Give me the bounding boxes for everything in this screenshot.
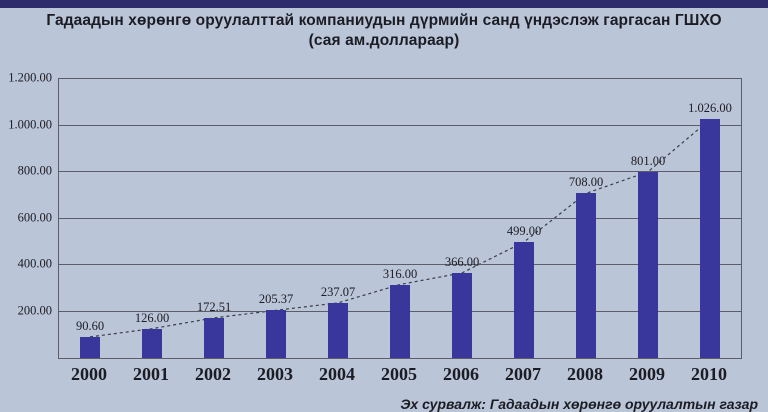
x-tick-label: 2002 bbox=[195, 364, 231, 384]
bar-2003 bbox=[266, 310, 286, 358]
bar-value-label: 126.00 bbox=[134, 310, 170, 325]
bar-value-label: 499.00 bbox=[506, 223, 542, 238]
gridline bbox=[59, 124, 741, 126]
plot-area: 90.60 126.00 172.51 205.37 237.07 316.00 366.0… bbox=[58, 78, 742, 359]
chart-title: Гадаадын хөрөнгө оруулалттай компаниудын… bbox=[0, 11, 768, 51]
y-tick-label: 800.00 bbox=[17, 163, 52, 178]
bar-2007 bbox=[514, 241, 534, 358]
bar-value-label: 237.07 bbox=[320, 284, 356, 299]
gridline bbox=[59, 264, 741, 265]
x-tick-label: 2007 bbox=[505, 364, 541, 384]
source-caption: Эх сурвалж: Гадаадын хөрөнгө оруулалтын … bbox=[400, 396, 758, 412]
bar-value-label: 316.00 bbox=[382, 266, 418, 281]
x-tick-label: 2000 bbox=[71, 364, 107, 384]
gridline bbox=[59, 171, 741, 172]
y-tick-label: 200.00 bbox=[17, 303, 52, 317]
bar-value-label: 366.00 bbox=[444, 254, 480, 269]
y-tick-label: 1.000.00 bbox=[8, 117, 52, 131]
y-axis-labels: 200.00 400.00 600.00 800.00 1.000.00 1.200.00 bbox=[0, 71, 52, 357]
bar-2010 bbox=[700, 119, 720, 358]
bar-2008 bbox=[576, 193, 596, 358]
bar-2000 bbox=[80, 336, 100, 358]
bar-value-label: 708.00 bbox=[568, 175, 604, 190]
bar-2004 bbox=[328, 302, 348, 358]
bar-2009 bbox=[638, 171, 658, 358]
y-tick-label: 1.200.00 bbox=[8, 70, 52, 85]
x-tick-label: 2004 bbox=[319, 364, 355, 384]
x-tick-label: 2001 bbox=[133, 364, 169, 384]
x-tick-label: 2008 bbox=[567, 364, 603, 384]
y-tick-label: 400.00 bbox=[17, 256, 52, 271]
x-tick-label: 2010 bbox=[691, 364, 727, 384]
top-border-bar bbox=[0, 0, 768, 8]
chart-title-line1: Гадаадын хөрөнгө оруулалттай компаниудын… bbox=[46, 12, 722, 29]
bar-2005 bbox=[390, 284, 410, 358]
x-tick-label: 2009 bbox=[629, 364, 665, 384]
bar-value-label: 1.026.00 bbox=[688, 101, 732, 116]
x-axis-labels: 2000 2001 2002 2003 2004 2005 2006 2007 2008 2009… bbox=[58, 364, 740, 388]
gridline bbox=[59, 217, 741, 219]
x-tick-label: 2005 bbox=[381, 364, 417, 384]
bar-value-label: 205.37 bbox=[258, 292, 294, 307]
bar-2006 bbox=[452, 272, 472, 358]
bar-value-label: 90.60 bbox=[75, 318, 105, 333]
x-tick-label: 2003 bbox=[257, 364, 293, 384]
bar-2002 bbox=[204, 317, 224, 358]
y-tick-label: 600.00 bbox=[17, 210, 52, 224]
chart-title-line2: (сая ам.доллараар) bbox=[308, 32, 460, 49]
bar-2001 bbox=[142, 328, 162, 358]
bar-value-label: 801.00 bbox=[630, 153, 666, 168]
x-tick-label: 2006 bbox=[443, 364, 479, 384]
bar-value-label: 172.51 bbox=[196, 299, 232, 314]
